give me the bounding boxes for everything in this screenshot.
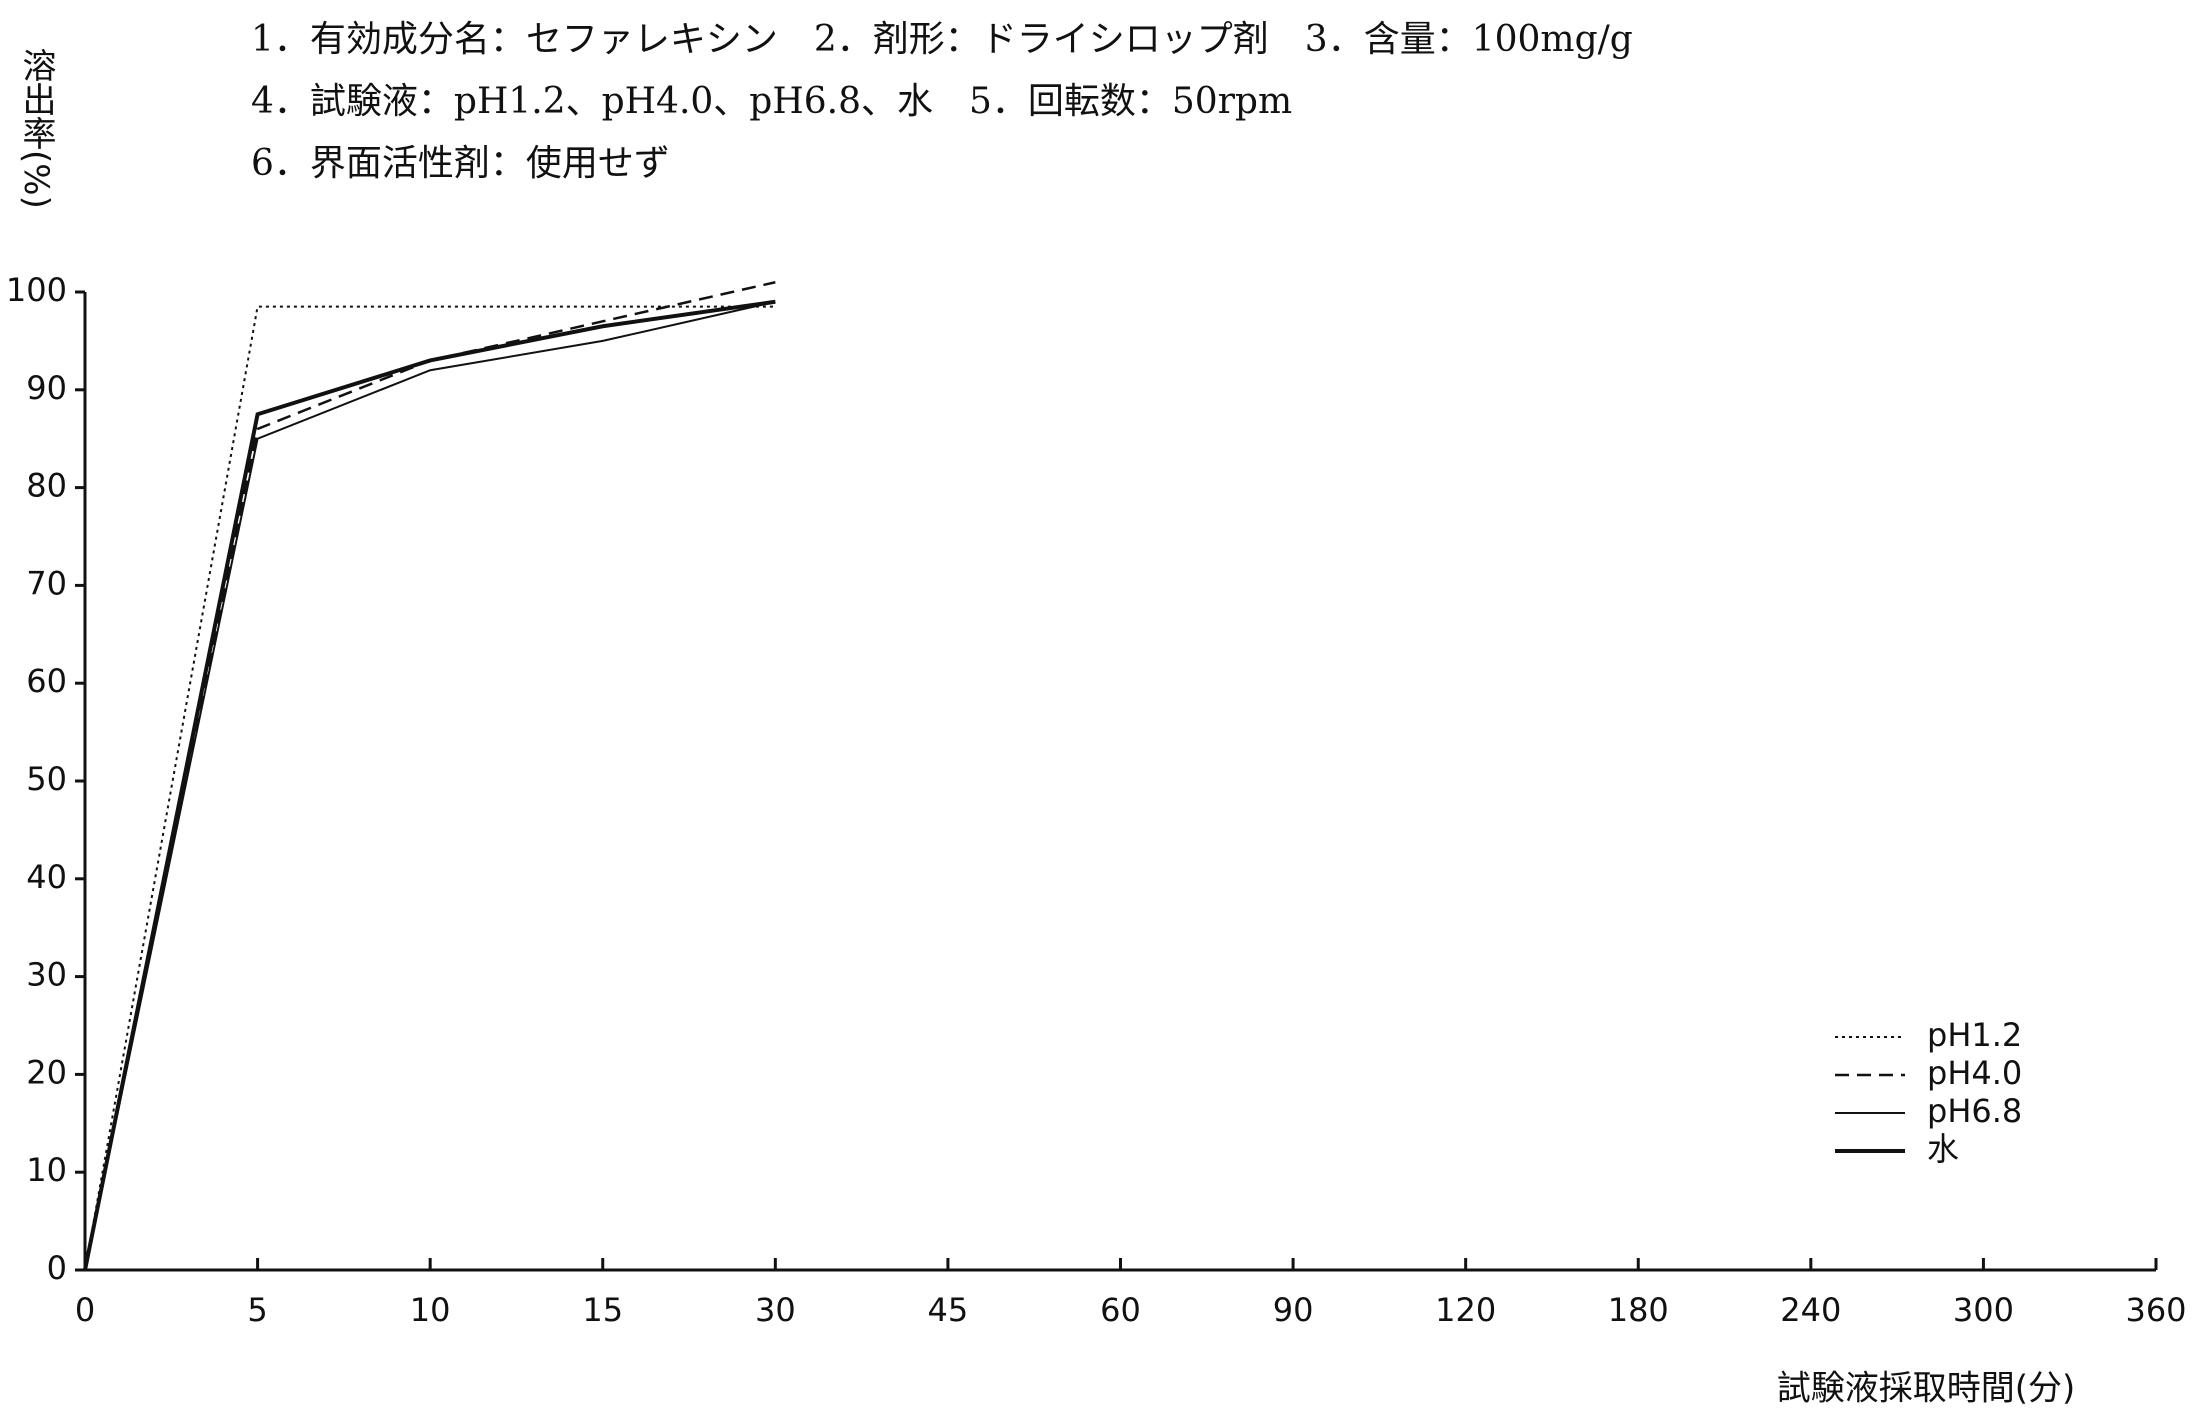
x-tick-label: 240: [1780, 1291, 1841, 1329]
y-tick-label: 50: [26, 760, 67, 798]
y-tick-label: 100: [6, 271, 67, 309]
series-line: [83, 299, 776, 1271]
legend-label: pH1.2: [1927, 1016, 2022, 1054]
chart-title-line: 4．試験液：pH1.2、pH4.0、pH6.8、水 5．回転数：50rpm: [251, 81, 1292, 122]
x-tick-label: 15: [582, 1291, 623, 1329]
y-tick-label: 60: [26, 662, 67, 700]
chart-title-line: 6．界面活性剤：使用せず: [251, 143, 670, 184]
x-tick-label: 120: [1435, 1291, 1496, 1329]
y-tick-label: 30: [26, 956, 67, 994]
legend-label: pH4.0: [1927, 1054, 2022, 1092]
y-tick-label: 80: [26, 467, 67, 505]
y-tick-label: 40: [26, 858, 67, 896]
y-tick-label: 0: [47, 1249, 67, 1287]
x-tick-label: 0: [75, 1291, 95, 1329]
y-tick-label: 90: [26, 369, 67, 407]
x-tick-label: 60: [1100, 1291, 1141, 1329]
x-tick-label: 5: [247, 1291, 267, 1329]
x-tick-label: 10: [410, 1291, 451, 1329]
x-axis-title: 試験液採取時間(分): [1777, 1369, 2076, 1409]
x-tick-label: 180: [1608, 1291, 1669, 1329]
legend-label: pH6.8: [1927, 1092, 2022, 1130]
y-tick-label: 10: [26, 1151, 67, 1189]
x-tick-label: 90: [1273, 1291, 1314, 1329]
x-tick-label: 30: [755, 1291, 796, 1329]
chart-title-line: 1．有効成分名：セファレキシン 2．剤形：ドライシロップ剤 3．含量：100mg…: [251, 19, 1633, 60]
x-tick-label: 45: [928, 1291, 969, 1329]
series-line: [84, 300, 776, 1271]
legend-label: 水: [1927, 1130, 1959, 1168]
series-line: [84, 305, 776, 1271]
x-tick-label: 360: [2125, 1291, 2186, 1329]
y-axis-title: 溶出率(%): [16, 48, 56, 209]
y-tick-label: 20: [26, 1053, 67, 1091]
y-tick-label: 70: [26, 564, 67, 602]
x-tick-label: 300: [1953, 1291, 2014, 1329]
